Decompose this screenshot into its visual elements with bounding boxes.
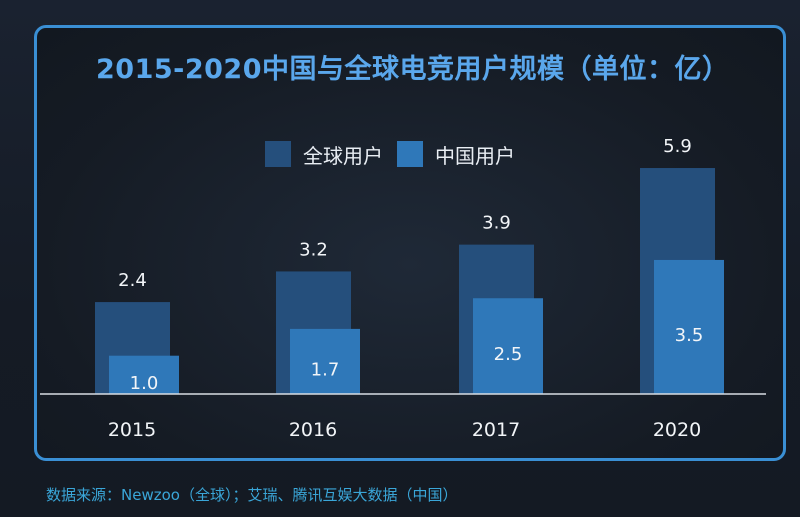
label-global-2016: 3.2 (299, 239, 328, 260)
legend-item-global: 全球用户 (265, 140, 383, 169)
x-tick-label-2020: 2020 (653, 419, 701, 441)
chart-title: 2015-2020中国与全球电竞用户规模（单位：亿） (96, 54, 730, 85)
label-china-2016: 1.7 (311, 359, 340, 380)
x-tick-label-2017: 2017 (472, 419, 520, 441)
bar-china-2015 (109, 355, 179, 394)
legend-swatch-china (397, 141, 423, 167)
label-china-2017: 2.5 (494, 344, 523, 365)
legend-item-china: 中国用户 (397, 140, 515, 169)
legend-label-global: 全球用户 (303, 143, 383, 168)
label-global-2020: 5.9 (663, 136, 692, 157)
legend-swatch-global (265, 141, 291, 167)
label-global-2015: 2.4 (118, 270, 147, 291)
x-tick-label-2016: 2016 (289, 419, 337, 441)
legend: 全球用户 中国用户 (265, 140, 529, 169)
bar-china-2016 (290, 328, 360, 394)
label-global-2017: 3.9 (482, 213, 511, 234)
label-china-2015: 1.0 (130, 373, 159, 394)
bar-china-2020 (654, 259, 724, 394)
bar-china-2017 (473, 298, 543, 394)
data-source-note: 数据来源：Newzoo（全球）；艾瑞、腾讯互娱大数据（中国） (46, 486, 458, 504)
label-china-2020: 3.5 (675, 325, 704, 346)
legend-label-china: 中国用户 (435, 143, 515, 168)
x-tick-label-2015: 2015 (108, 419, 156, 441)
